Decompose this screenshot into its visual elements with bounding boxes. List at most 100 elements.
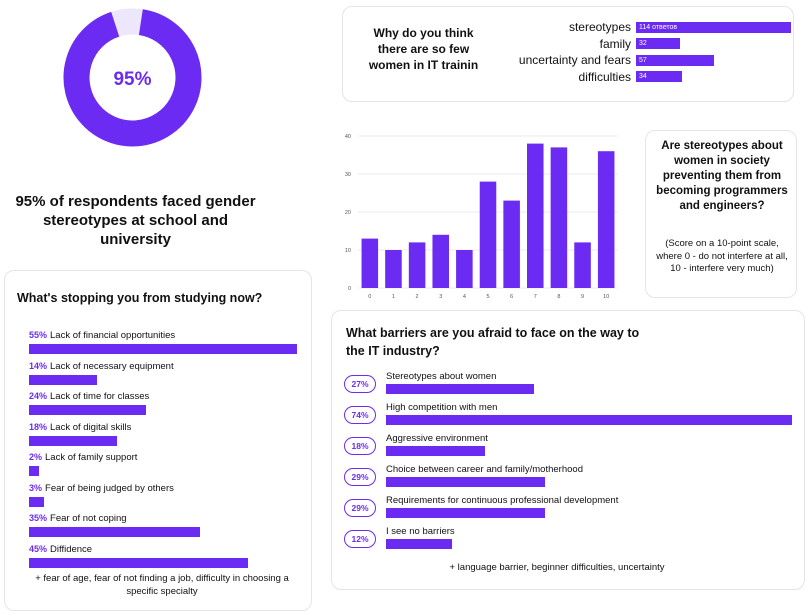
why-value: 34 — [639, 73, 647, 81]
why-bar: 114 ответов — [636, 21, 791, 33]
stereotype-score-chart: 0 10 20 30 40 0 1 2 3 4 5 6 7 8 9 10 — [345, 134, 618, 300]
stopping-bar — [29, 435, 117, 446]
why-bar: 57 — [636, 54, 714, 66]
histogram-bar — [456, 250, 473, 288]
histogram-bar — [527, 143, 544, 288]
stopping-bar — [29, 466, 39, 476]
stopping-percent: 2% — [29, 452, 43, 462]
x-tick-label: 9 — [581, 294, 584, 300]
x-tick-label: 3 — [439, 294, 442, 300]
why-row: family 32 — [493, 36, 793, 53]
why-row: uncertainty and fears 57 — [493, 52, 793, 69]
barrier-label: Requirements for continuous professional… — [386, 495, 619, 506]
why-label: difficulties — [578, 69, 631, 84]
why-items: stereotypes 114 ответов family 32 uncertaint… — [493, 19, 793, 85]
histogram-bar — [385, 250, 402, 288]
barrier-bar — [386, 384, 535, 394]
barrier-percent: 18% — [344, 437, 376, 455]
stereotype-question-card: Are stereotypes about women in society p… — [645, 130, 797, 298]
why-label: uncertainty and fears — [518, 53, 631, 68]
histogram-bar — [574, 242, 591, 288]
why-value: 114 ответов — [639, 23, 678, 31]
why-value: 57 — [639, 56, 647, 64]
barriers-card: What barriers are you afraid to face on … — [331, 310, 805, 590]
stopping-label: Lack of family support — [45, 452, 138, 463]
y-tick-label: 10 — [345, 248, 351, 254]
histogram-bar — [432, 234, 449, 288]
headline: 95% of respondents faced gender stereoty… — [15, 193, 256, 248]
why-question: Why do you think there are so few women … — [368, 26, 479, 72]
barrier-percent: 27% — [344, 375, 376, 393]
stopping-bar — [29, 527, 200, 537]
x-tick-label: 1 — [392, 294, 395, 300]
x-tick-label: 10 — [603, 294, 609, 300]
barrier-bar — [386, 446, 485, 456]
x-tick-label: 5 — [486, 294, 489, 300]
stopping-label: Lack of digital skills — [50, 421, 132, 433]
histogram-bar — [408, 242, 426, 288]
barrier-label: High competition with men — [386, 402, 498, 413]
barrier-row: 29% Choice between career and family/moth… — [344, 464, 804, 495]
histogram-bar — [361, 238, 379, 288]
stopping-label: Diffidence — [50, 543, 93, 555]
x-tick-label: 2 — [416, 294, 419, 300]
donut-chart: 95% — [63, 8, 202, 147]
donut-arc — [63, 9, 202, 147]
stopping-bar — [29, 405, 146, 415]
y-tick-label: 0 — [348, 286, 351, 292]
x-tick-label: 7 — [534, 294, 537, 300]
barrier-bar — [386, 539, 452, 549]
why-label: family — [599, 36, 631, 51]
stopping-bar — [29, 557, 249, 568]
histogram-bar — [503, 200, 520, 288]
stopping-row: 18% Lack of digital skills — [29, 421, 301, 452]
stopping-percent: 14% — [29, 360, 48, 371]
barrier-percent: 29% — [344, 499, 376, 517]
stopping-percent: 18% — [29, 421, 48, 432]
barrier-percent: 29% — [344, 468, 376, 486]
barrier-items: 27% Stereotypes about women 74% High compet… — [344, 371, 804, 557]
barriers-footer: + language barrier, beginner difficultie… — [449, 562, 665, 573]
why-bar: 34 — [636, 71, 683, 83]
histogram-bar — [479, 181, 497, 288]
stopping-label: Lack of necessary equipment — [50, 360, 174, 372]
y-tick-label: 30 — [345, 172, 351, 178]
stopping-percent: 45% — [29, 543, 48, 554]
barrier-bar — [386, 477, 546, 487]
x-tick-label: 8 — [557, 294, 560, 300]
x-tick-label: 0 — [368, 294, 371, 300]
x-tick-label: 4 — [463, 294, 466, 300]
stopping-footer: + fear of age, fear of not finding a job… — [35, 573, 289, 597]
barrier-label: Choice between career and family/motherh… — [386, 464, 583, 475]
stopping-bar — [29, 496, 44, 507]
stopping-card: What's stopping you from studying now? 5… — [4, 270, 312, 611]
stereotype-question: Are stereotypes about women in society p… — [656, 140, 788, 212]
histogram-bar — [550, 147, 568, 288]
barrier-bar — [386, 415, 792, 425]
stopping-percent: 3% — [29, 482, 43, 493]
stopping-percent: 55% — [29, 330, 48, 340]
barrier-row: 74% High competition with men — [344, 402, 804, 433]
barrier-bar — [386, 508, 546, 518]
barrier-row: 18% Aggressive environment — [344, 433, 804, 464]
why-card: Why do you think there are so few women … — [342, 6, 794, 102]
stopping-row: 45% Diffidence — [29, 543, 301, 574]
stopping-label: Fear of not coping — [50, 513, 127, 524]
stopping-items: 55% Lack of financial opportunities 14% Lac… — [29, 329, 301, 573]
barrier-label: Stereotypes about women — [386, 371, 497, 382]
histogram-bar — [597, 151, 615, 288]
why-bar: 32 — [636, 38, 680, 50]
why-row: difficulties 34 — [493, 69, 793, 86]
stereotype-note: (Score on a 10-point scale, where 0 - do… — [656, 238, 788, 274]
y-tick-label: 20 — [345, 210, 351, 216]
stopping-row: 55% Lack of financial opportunities — [29, 329, 301, 360]
barrier-percent: 74% — [344, 406, 376, 424]
stopping-title: What's stopping you from studying now? — [17, 291, 263, 305]
stopping-percent: 35% — [29, 513, 48, 523]
stopping-row: 14% Lack of necessary equipment — [29, 360, 301, 391]
barriers-title: What barriers are you afraid to face on … — [346, 326, 640, 358]
stopping-row: 2% Lack of family support — [29, 451, 301, 482]
barrier-row: 12% I see no barriers — [344, 526, 804, 557]
stopping-percent: 24% — [29, 391, 48, 401]
x-tick-label: 6 — [510, 294, 513, 300]
